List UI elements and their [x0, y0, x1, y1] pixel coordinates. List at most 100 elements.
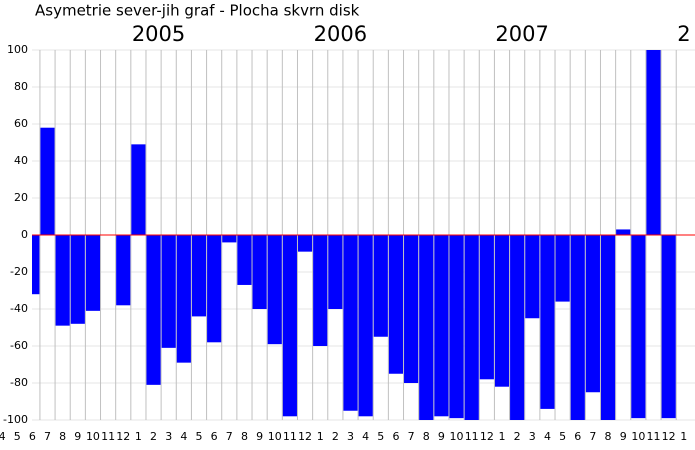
x-tick-label: 9: [74, 430, 81, 443]
year-label: 2006: [314, 22, 367, 46]
bar: [343, 235, 358, 411]
bar: [313, 235, 328, 346]
bar: [525, 235, 540, 319]
x-tick-label: 2: [150, 430, 157, 443]
bar: [494, 235, 510, 387]
bar: [282, 235, 297, 417]
y-tick-label: -60: [10, 339, 28, 352]
x-tick-label: 5: [377, 430, 384, 443]
x-tick-label: 11: [647, 430, 661, 443]
x-tick-label: 8: [423, 430, 430, 443]
x-tick-label: 4: [362, 430, 369, 443]
bar: [32, 235, 40, 295]
y-tick-label: -40: [10, 302, 28, 315]
bar: [449, 235, 464, 419]
x-tick-label: 2: [332, 430, 339, 443]
x-tick-label: 2: [514, 430, 521, 443]
x-tick-label: 6: [29, 430, 36, 443]
bar: [358, 235, 373, 417]
x-tick-label: 4: [544, 430, 551, 443]
x-tick-label: 7: [226, 430, 233, 443]
x-tick-label: 3: [529, 430, 536, 443]
y-tick-label: 20: [14, 191, 28, 204]
bar: [464, 235, 479, 420]
x-tick-label: 5: [196, 430, 203, 443]
x-tick-label: 11: [283, 430, 297, 443]
bar: [191, 235, 207, 317]
bar: [161, 235, 176, 348]
bar: [631, 235, 646, 419]
x-tick-label: 4: [180, 430, 187, 443]
x-tick-label: 6: [574, 430, 581, 443]
y-tick-label: 60: [14, 117, 28, 130]
bar: [131, 144, 146, 235]
x-tick-label: 7: [44, 430, 51, 443]
x-tick-label: 6: [392, 430, 399, 443]
x-tick-label: 6: [211, 430, 218, 443]
x-tick-label: 8: [605, 430, 612, 443]
x-tick-label: 1: [680, 430, 687, 443]
bar: [55, 235, 70, 326]
x-tick-label: 11: [101, 430, 115, 443]
bar: [222, 235, 237, 243]
x-tick-label: 8: [59, 430, 66, 443]
bar: [479, 235, 494, 380]
x-tick-label: 3: [347, 430, 354, 443]
x-tick-label: 10: [450, 430, 464, 443]
x-tick-label: 12: [116, 430, 130, 443]
year-label: 2007: [495, 22, 548, 46]
bar: [404, 235, 419, 383]
x-tick-label: 7: [589, 430, 596, 443]
bar: [237, 235, 252, 285]
bar: [116, 235, 131, 306]
y-tick-label: 100: [7, 43, 28, 56]
bar: [267, 235, 282, 345]
y-tick-label: -80: [10, 376, 28, 389]
bar: [176, 235, 191, 363]
bar: [434, 235, 449, 417]
bar: [419, 235, 434, 420]
y-tick-label: -20: [10, 265, 28, 278]
x-tick-label: 10: [268, 430, 282, 443]
y-tick-label: 40: [14, 154, 28, 167]
x-tick-label: 11: [465, 430, 479, 443]
bar: [373, 235, 388, 337]
year-label: 2: [677, 22, 690, 46]
x-tick-label: 9: [620, 430, 627, 443]
bar: [616, 229, 631, 235]
bar: [207, 235, 222, 343]
bar: [297, 235, 313, 252]
x-tick-label: 8: [241, 430, 248, 443]
bar: [85, 235, 101, 311]
bar: [661, 235, 676, 419]
x-tick-label: 7: [408, 430, 415, 443]
x-tick-label: 1: [499, 430, 506, 443]
y-tick-label: -100: [3, 413, 28, 426]
bar: [40, 127, 55, 235]
bar: [510, 235, 525, 420]
x-tick-label: 1: [135, 430, 142, 443]
bar: [600, 235, 616, 420]
year-label: 2005: [132, 22, 185, 46]
bar: [585, 235, 600, 393]
x-tick-label: 3: [165, 430, 172, 443]
y-tick-label: 0: [21, 228, 28, 241]
x-tick-label: 10: [631, 430, 645, 443]
x-tick-label: 12: [298, 430, 312, 443]
bar: [70, 235, 85, 324]
bar: [555, 235, 570, 302]
x-tick-label: 5: [559, 430, 566, 443]
bar: [646, 50, 661, 235]
bar: [388, 235, 404, 374]
y-tick-label: 80: [14, 80, 28, 93]
x-tick-label: 10: [86, 430, 100, 443]
bar: [540, 235, 555, 409]
x-tick-label: 9: [438, 430, 445, 443]
bar: [252, 235, 267, 309]
x-tick-label: 12: [662, 430, 676, 443]
bar: [146, 235, 161, 385]
x-tick-label: 12: [480, 430, 494, 443]
x-tick-label: 1: [317, 430, 324, 443]
x-tick-label: 4: [0, 430, 6, 443]
